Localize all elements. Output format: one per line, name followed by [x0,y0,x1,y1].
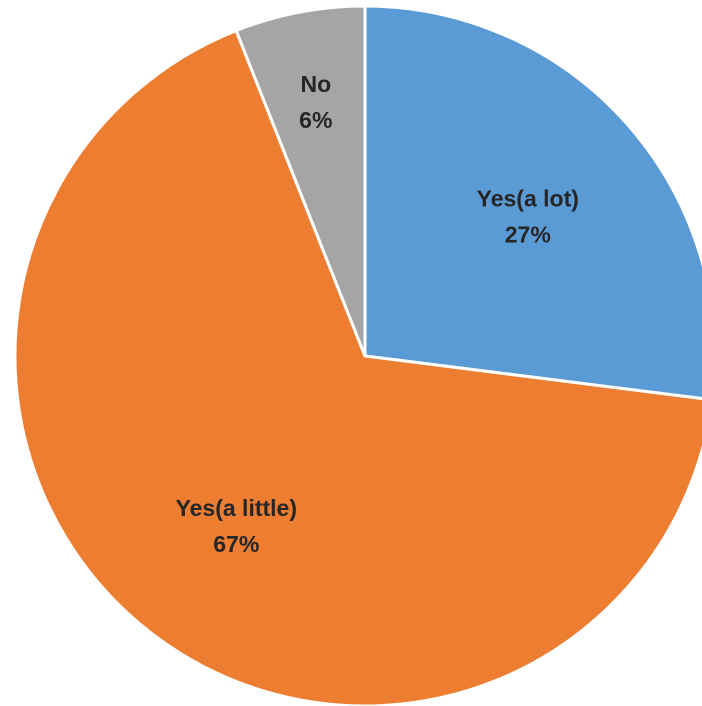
pie-slice-no [234,4,367,358]
slice-label-yes-a-little: Yes(a little) [176,495,297,521]
pie-slices [13,4,702,706]
pie-slice-yes-a-little [13,29,702,706]
slice-percent-yes-a-lot: 27% [505,221,551,247]
slice-percent-no: 6% [299,107,332,133]
pie-labels: Yes(a lot) 27% Yes(a little) 67% No 6% [176,71,579,557]
slice-label-yes-a-lot: Yes(a lot) [477,185,579,211]
slice-percent-yes-a-little: 67% [213,531,259,557]
pie-slice-yes-a-lot [363,4,702,401]
slice-label-no: No [300,71,331,97]
